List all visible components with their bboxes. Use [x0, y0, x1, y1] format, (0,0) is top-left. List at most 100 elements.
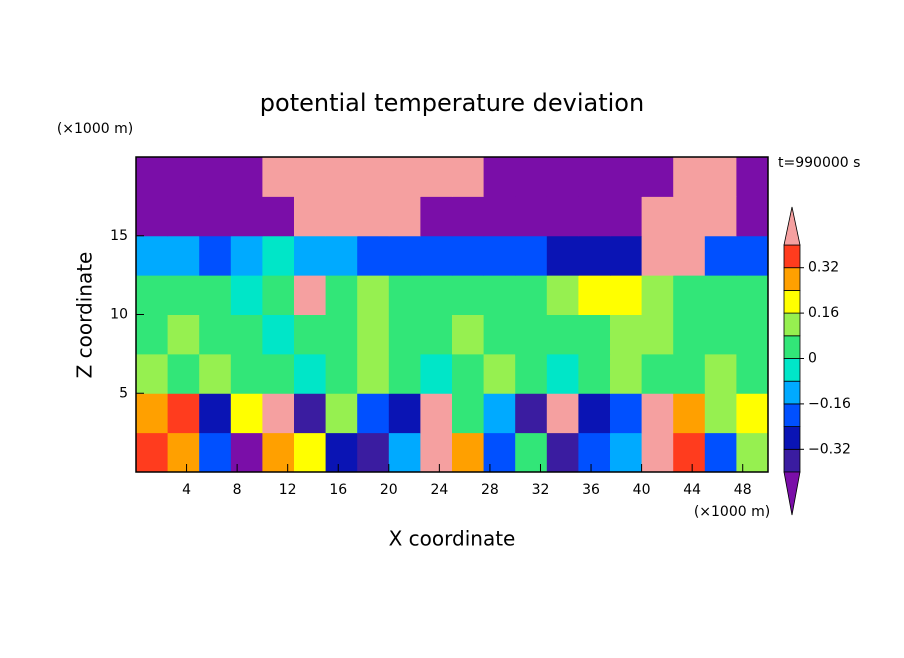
contour-cell — [610, 196, 643, 237]
contour-cell — [673, 157, 706, 197]
colorbar-box — [783, 244, 801, 269]
contour-cell — [230, 196, 263, 237]
colorbar-box — [783, 403, 801, 427]
contour-cell — [515, 314, 548, 355]
x-tick-label: 48 — [734, 482, 752, 498]
contour-cell — [325, 314, 358, 355]
contour-cell — [167, 353, 200, 394]
colorbar-box — [783, 289, 801, 314]
contour-cell — [515, 196, 548, 237]
contour-cell — [736, 353, 769, 394]
contour-cell — [610, 353, 643, 394]
contour-cell — [167, 314, 200, 355]
x-tick-label: 36 — [582, 482, 600, 498]
colorbar-label: 0.32 — [808, 260, 839, 276]
y-axis-label: Z coordinate — [73, 252, 97, 379]
contour-cell — [294, 196, 327, 237]
colorbar-box — [783, 380, 801, 405]
contour-cell — [483, 314, 516, 355]
contour-field — [136, 157, 769, 473]
contour-cell — [610, 393, 643, 434]
contour-cell — [325, 275, 358, 315]
contour-cell — [704, 393, 737, 434]
contour-cell — [641, 196, 674, 237]
contour-cell — [641, 393, 674, 434]
contour-cell — [420, 275, 453, 315]
contour-cell — [452, 235, 485, 276]
contour-cell — [515, 275, 548, 315]
contour-cell — [610, 314, 643, 355]
contour-cell — [136, 314, 169, 355]
contour-cell — [388, 314, 421, 355]
contour-cell — [325, 353, 358, 394]
contour-cell — [199, 196, 232, 237]
colorbar-over — [783, 206, 801, 246]
contour-cell — [167, 235, 200, 276]
contour-cell — [641, 157, 674, 197]
colorbar-label: 0 — [808, 351, 817, 367]
axes: 4 8 12 16 20 24 28 32 36 40 44 4851015−0.32−0.1600.… — [110, 156, 851, 516]
contour-cell — [294, 157, 327, 197]
x-tick-label: 32 — [532, 482, 550, 498]
contour-cell — [420, 235, 453, 276]
contour-cell — [515, 353, 548, 394]
x-tick-label: 24 — [430, 482, 448, 498]
contour-cell — [641, 353, 674, 394]
contour-cell — [136, 196, 169, 237]
contour-cell — [578, 314, 611, 355]
contour-cell — [388, 353, 421, 394]
contour-cell — [230, 314, 263, 355]
contour-cell — [325, 157, 358, 197]
contour-cell — [199, 432, 232, 473]
contour-cell — [483, 275, 516, 315]
contour-cell — [357, 275, 390, 315]
contour-cell — [325, 432, 358, 473]
contour-cell — [483, 235, 516, 276]
contour-cell — [736, 275, 769, 315]
contour-cell — [610, 157, 643, 197]
contour-cell — [388, 235, 421, 276]
contour-cell — [452, 353, 485, 394]
contour-cell — [483, 353, 516, 394]
contour-cell — [578, 432, 611, 473]
contour-cell — [199, 275, 232, 315]
contour-cell — [673, 196, 706, 237]
contour-cell — [262, 275, 295, 315]
contour-cell — [704, 196, 737, 237]
contour-cell — [388, 196, 421, 237]
contour-cell — [199, 157, 232, 197]
contour-cell — [167, 393, 200, 434]
contour-cell — [610, 275, 643, 315]
contour-cell — [483, 432, 516, 473]
contour-cell — [546, 196, 579, 237]
contour-cell — [736, 157, 769, 197]
contour-cell — [262, 235, 295, 276]
contour-cell — [578, 196, 611, 237]
contour-cell — [294, 393, 327, 434]
x-tick-label: 40 — [633, 482, 651, 498]
contour-cell — [515, 235, 548, 276]
contour-cell — [704, 275, 737, 315]
contour-cell — [736, 314, 769, 355]
contour-cell — [546, 393, 579, 434]
contour-cell — [388, 393, 421, 434]
y-unit: (×1000 m) — [57, 121, 133, 137]
contour-cell — [388, 432, 421, 473]
contour-cell — [199, 314, 232, 355]
contour-cell — [136, 353, 169, 394]
contour-cell — [136, 393, 169, 434]
contour-cell — [294, 275, 327, 315]
contour-cell — [357, 353, 390, 394]
contour-cell — [357, 235, 390, 276]
contour-cell — [673, 275, 706, 315]
colorbar-box — [783, 335, 801, 359]
contour-cell — [262, 432, 295, 473]
contour-cell — [452, 393, 485, 434]
contour-cell — [262, 314, 295, 355]
contour-cell — [452, 157, 485, 197]
contour-cell — [736, 393, 769, 434]
contour-cell — [357, 393, 390, 434]
contour-cell — [262, 393, 295, 434]
contour-cell — [736, 196, 769, 237]
contour-cell — [641, 235, 674, 276]
